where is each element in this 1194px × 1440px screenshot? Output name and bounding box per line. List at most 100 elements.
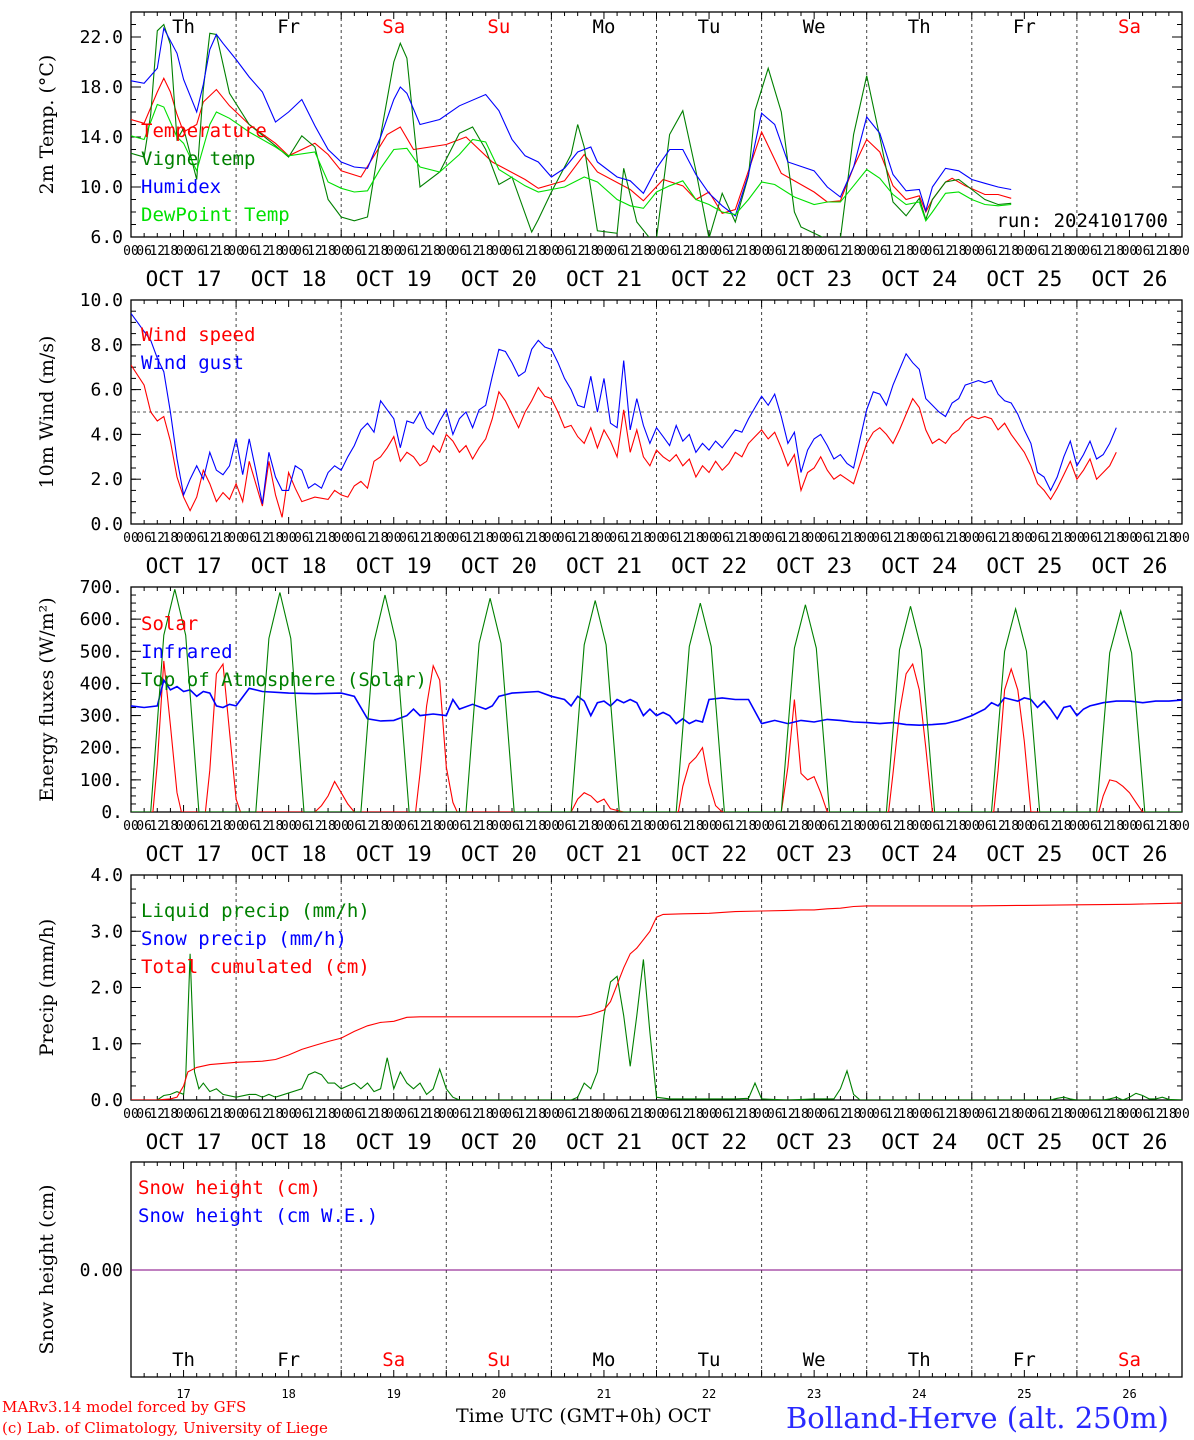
- hour-tick-label: 00: [754, 531, 770, 546]
- hour-tick-label: 12: [517, 531, 533, 546]
- hour-tick-label: 12: [149, 531, 165, 546]
- legend-entry: Snow height (cm W.E.): [138, 1205, 378, 1227]
- hour-tick-label: 00: [754, 244, 770, 259]
- hour-tick-label: 00: [333, 1107, 349, 1122]
- hour-tick-label: 06: [1030, 1107, 1046, 1122]
- series-line-liquid-precip-mm-h-: [131, 953, 1182, 1100]
- hour-tick-label: 00: [911, 1107, 927, 1122]
- hour-tick-label: 06: [504, 244, 520, 259]
- hour-tick-label: 12: [1043, 531, 1059, 546]
- hour-tick-label: 12: [149, 819, 165, 834]
- hour-tick-label: 12: [833, 1107, 849, 1122]
- day-name-label: Th: [908, 16, 931, 38]
- hour-tick-label: 06: [136, 244, 152, 259]
- day-name-label: Th: [172, 16, 195, 38]
- hour-tick-label: 00: [1174, 531, 1190, 546]
- series-line-humidex: [131, 26, 1012, 217]
- hour-tick-label: 00: [859, 819, 875, 834]
- hour-tick-label: 00: [1017, 1107, 1033, 1122]
- hour-tick-label: 12: [255, 531, 271, 546]
- hour-tick-label: 06: [872, 531, 888, 546]
- hour-tick-label: 06: [977, 244, 993, 259]
- hour-tick-label: 06: [819, 244, 835, 259]
- hour-tick-label: 12: [1095, 531, 1111, 546]
- day-number-label: 20: [492, 1387, 506, 1401]
- hour-tick-label: 12: [780, 531, 796, 546]
- day-name-label: Mo: [593, 16, 616, 38]
- series-line-total-cumulated-cm-: [131, 902, 1182, 1100]
- hour-tick-label: 12: [255, 244, 271, 259]
- hour-tick-label: 00: [491, 1107, 507, 1122]
- hour-tick-label: 18: [1108, 244, 1124, 259]
- hour-tick-label: 06: [1135, 1107, 1151, 1122]
- hour-tick-label: 06: [977, 531, 993, 546]
- hour-tick-label: 12: [307, 244, 323, 259]
- day-name-label: We: [803, 16, 826, 38]
- hour-tick-label: 00: [1122, 531, 1138, 546]
- day-number-label: 21: [597, 1387, 611, 1401]
- hour-tick-label: 12: [1043, 244, 1059, 259]
- date-label: OCT 21: [566, 267, 642, 291]
- hour-tick-label: 00: [1122, 244, 1138, 259]
- hour-tick-label: 00: [806, 819, 822, 834]
- hour-tick-label: 12: [938, 244, 954, 259]
- hour-tick-label: 18: [688, 819, 704, 834]
- hour-tick-label: 06: [294, 1107, 310, 1122]
- day-number-label: 23: [807, 1387, 821, 1401]
- hour-tick-label: 06: [872, 244, 888, 259]
- day-name-label: Th: [908, 1349, 931, 1371]
- hour-tick-label: 00: [911, 819, 927, 834]
- hour-tick-label: 18: [478, 1107, 494, 1122]
- hour-tick-label: 00: [386, 531, 402, 546]
- hour-tick-label: 12: [517, 244, 533, 259]
- date-label: OCT 24: [881, 842, 957, 866]
- hour-tick-label: 00: [806, 1107, 822, 1122]
- hour-tick-label: 06: [399, 819, 415, 834]
- hour-tick-label: 18: [268, 531, 284, 546]
- hour-tick-label: 18: [636, 244, 652, 259]
- hour-tick-label: 12: [202, 244, 218, 259]
- hour-tick-label: 18: [636, 819, 652, 834]
- hour-tick-label: 00: [596, 819, 612, 834]
- date-label: OCT 22: [671, 842, 747, 866]
- date-label: OCT 17: [146, 1130, 222, 1154]
- hour-tick-label: 00: [386, 819, 402, 834]
- hour-tick-label: 12: [675, 244, 691, 259]
- day-name-label: Tu: [698, 16, 721, 38]
- hour-tick-label: 00: [701, 531, 717, 546]
- y-tick-label: 2.0: [90, 978, 123, 999]
- hour-tick-label: 18: [163, 244, 179, 259]
- panel-4: [130, 874, 1183, 1101]
- time-axis-label: Time UTC (GMT+0h) OCT: [456, 1405, 711, 1427]
- hour-tick-label: 12: [307, 531, 323, 546]
- hour-tick-label: 06: [1082, 244, 1098, 259]
- day-number-label: 24: [912, 1387, 926, 1401]
- day-number-label: 18: [281, 1387, 295, 1401]
- hour-tick-label: 00: [176, 531, 192, 546]
- hour-tick-label: 00: [123, 531, 139, 546]
- legend-entry: DewPoint Temp: [141, 204, 290, 226]
- hour-tick-label: 00: [1069, 819, 1085, 834]
- date-label: OCT 22: [671, 267, 747, 291]
- hour-tick-label: 18: [425, 1107, 441, 1122]
- date-label: OCT 22: [671, 1130, 747, 1154]
- day-number-label: 26: [1122, 1387, 1136, 1401]
- day-name-label: Fr: [1013, 1349, 1036, 1371]
- legend-entry: Liquid precip (mm/h): [141, 900, 370, 922]
- hour-tick-label: 12: [938, 819, 954, 834]
- hour-tick-label: 18: [688, 244, 704, 259]
- hour-tick-label: 00: [754, 819, 770, 834]
- hour-tick-label: 06: [504, 819, 520, 834]
- y-tick-label: 6.0: [90, 227, 123, 248]
- day-name-label: Su: [487, 1349, 510, 1371]
- hour-tick-label: 06: [819, 531, 835, 546]
- hour-tick-label: 12: [255, 819, 271, 834]
- hour-tick-label: 18: [846, 819, 862, 834]
- date-label: OCT 23: [776, 842, 852, 866]
- hour-tick-label: 00: [544, 819, 560, 834]
- hour-tick-label: 18: [268, 244, 284, 259]
- y-tick-label: 400.: [80, 673, 123, 694]
- panel-5: [130, 1161, 1183, 1378]
- hour-tick-label: 06: [609, 244, 625, 259]
- hour-tick-label: 18: [373, 244, 389, 259]
